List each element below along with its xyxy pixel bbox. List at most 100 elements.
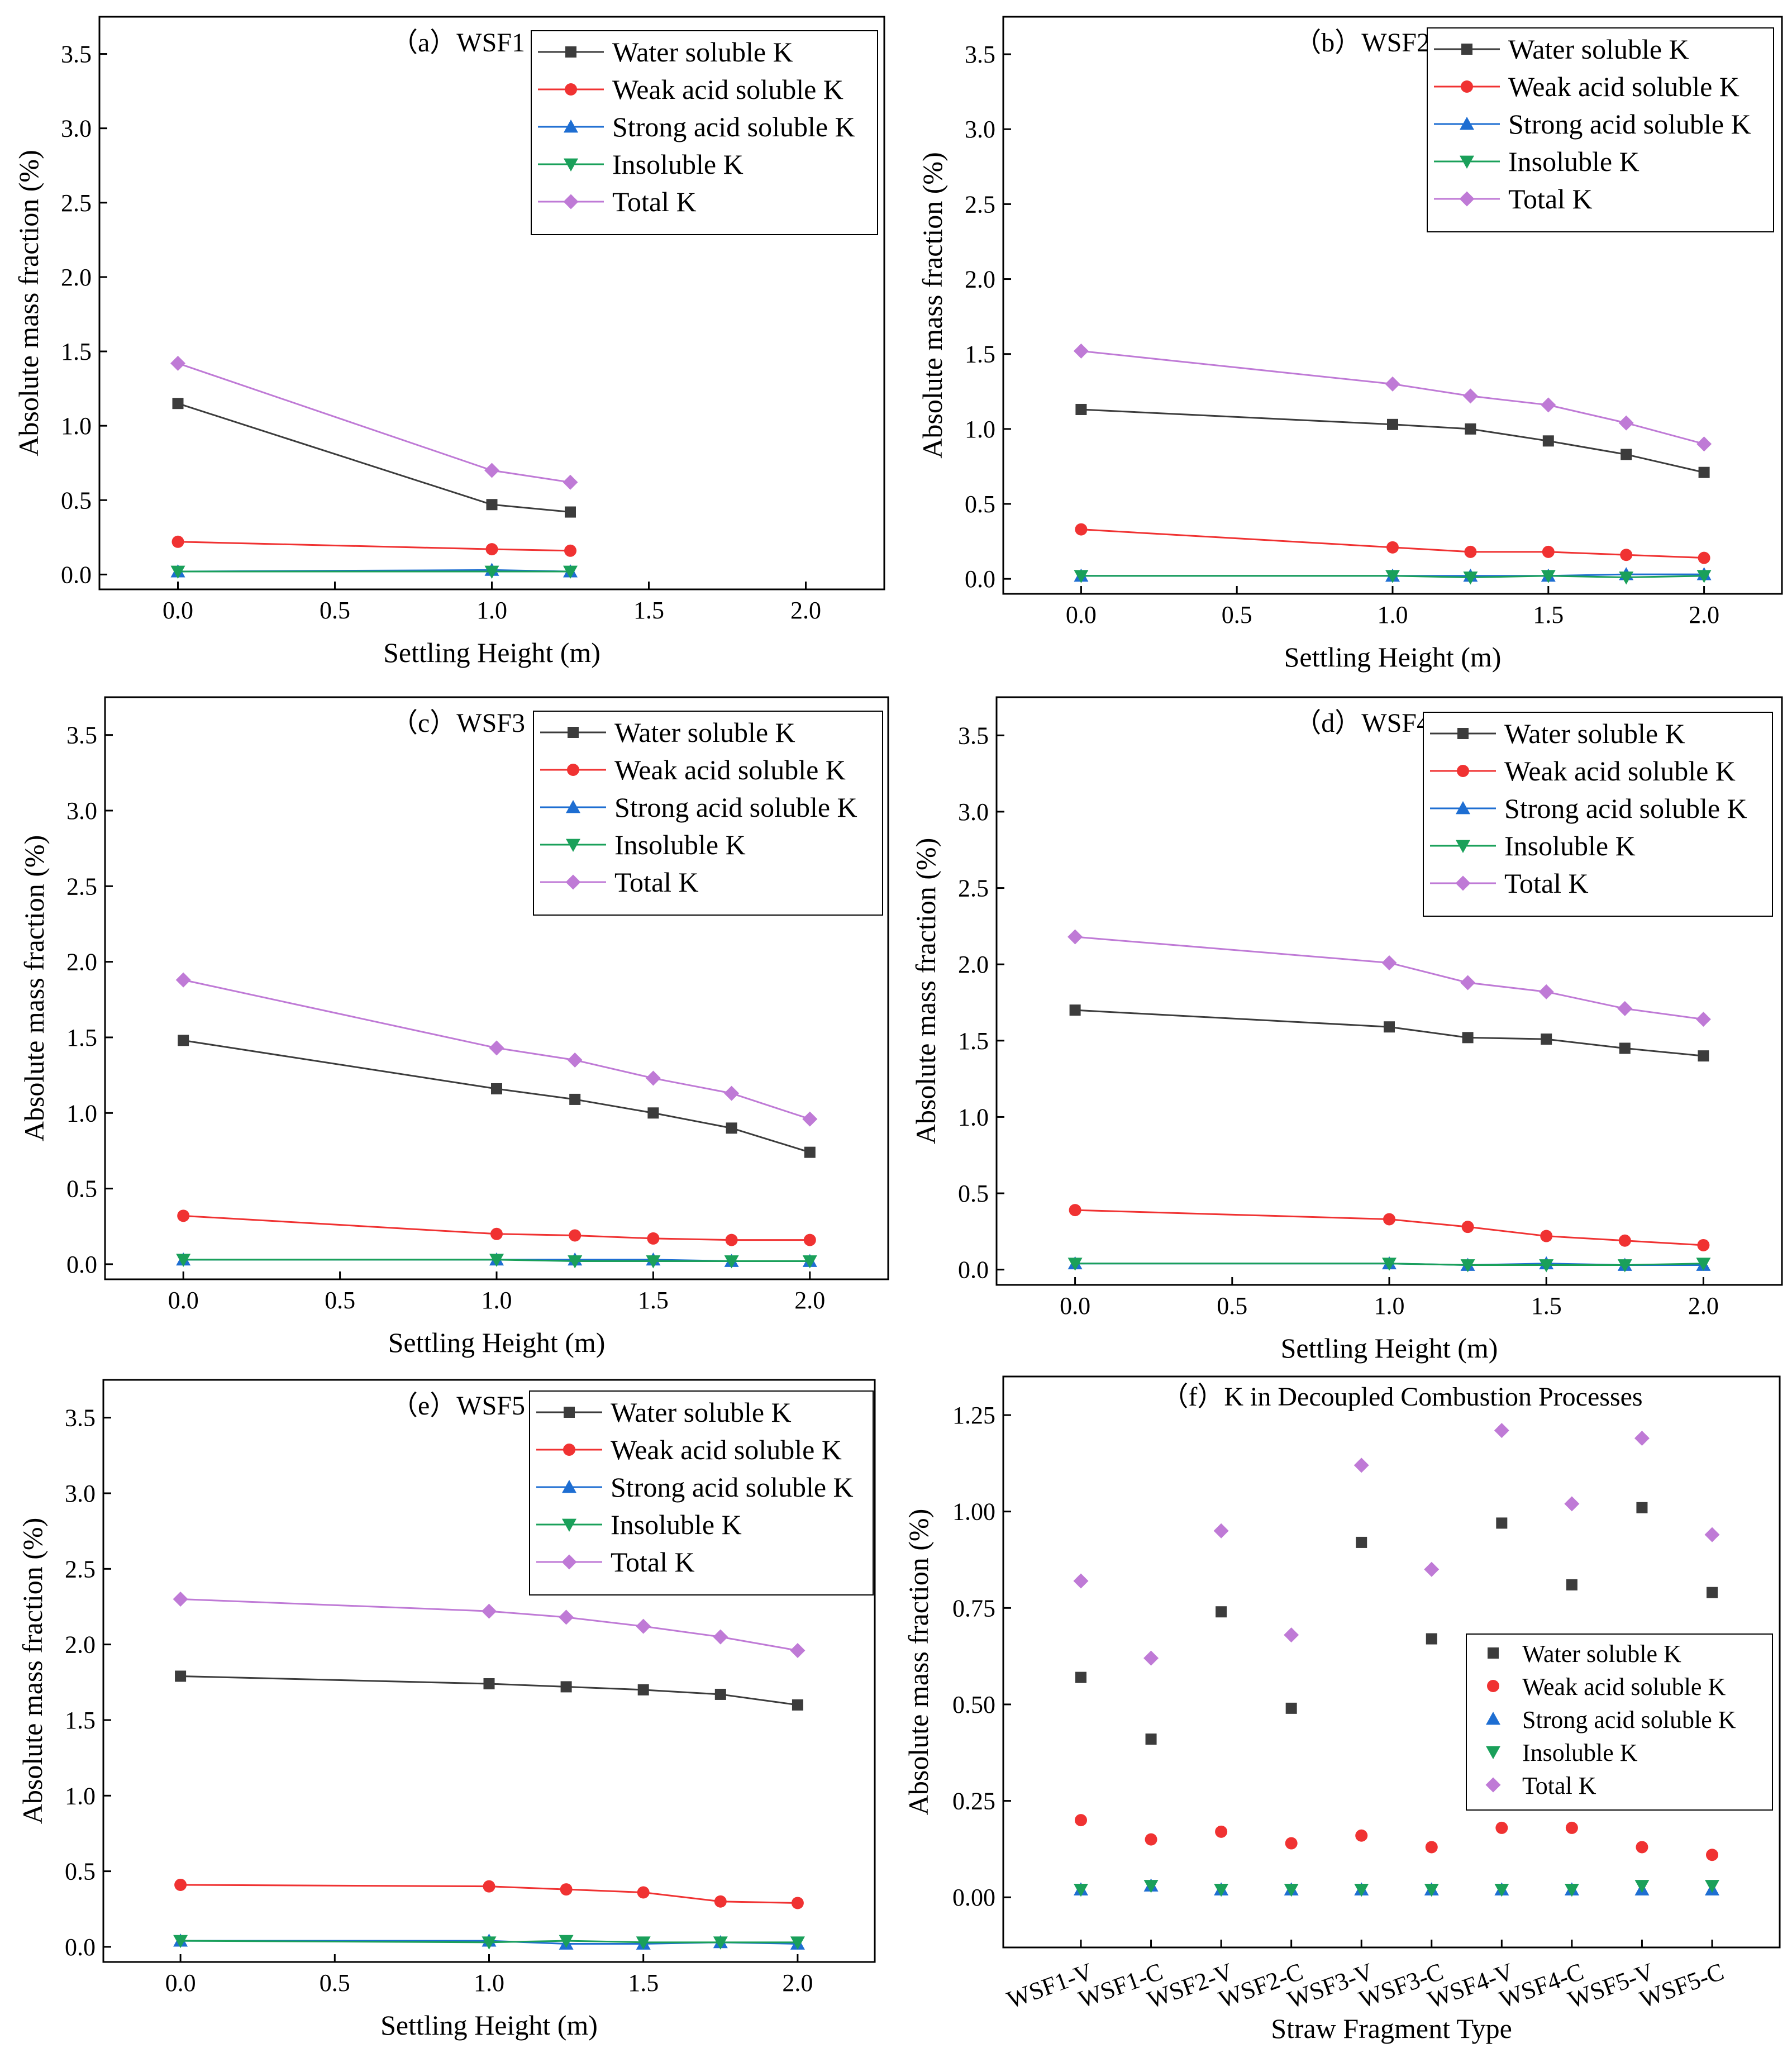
legend-label-total-k: Total K bbox=[612, 186, 697, 217]
y-tick-label: 1.0 bbox=[65, 1782, 96, 1809]
data-point-insoluble-k bbox=[646, 1255, 661, 1269]
legend-label-total-k: Total K bbox=[1508, 183, 1593, 215]
legend: Water soluble K Weak acid soluble K Strong… bbox=[1466, 1633, 1773, 1811]
data-point-total-k bbox=[1541, 397, 1556, 413]
data-point-total-k bbox=[1695, 1012, 1711, 1027]
x-tick-label: 1.5 bbox=[633, 597, 664, 624]
x-axis-title: Settling Height (m) bbox=[383, 637, 600, 668]
legend-label-total-k: Total K bbox=[1522, 1772, 1596, 1799]
panel-title: （e）WSF5 bbox=[391, 1391, 525, 1421]
panel-title: （f）K in Decoupled Combustion Processes bbox=[1161, 1382, 1642, 1412]
legend-label-strong-acid-soluble-k: Strong acid soluble K bbox=[612, 111, 855, 142]
data-point-total-k bbox=[1385, 376, 1400, 392]
data-point-total-k bbox=[175, 972, 191, 988]
data-point-water-soluble-k bbox=[1075, 403, 1087, 415]
x-tick-label: 0.0 bbox=[168, 1287, 199, 1314]
x-axis-title: Settling Height (m) bbox=[1284, 641, 1502, 673]
data-point-water-soluble-k bbox=[172, 398, 184, 409]
data-point-water-soluble-k bbox=[1069, 1004, 1081, 1016]
legend-box bbox=[1427, 27, 1774, 232]
data-point-insoluble-k bbox=[176, 1254, 191, 1267]
data-point-total-k bbox=[1073, 1573, 1089, 1589]
data-point-weak-acid-soluble-k bbox=[1542, 545, 1555, 558]
y-tick-label: 2.5 bbox=[65, 1555, 96, 1583]
data-point-water-soluble-k bbox=[1387, 418, 1398, 430]
data-point-weak-acid-soluble-k bbox=[1620, 549, 1633, 561]
data-point-weak-acid-soluble-k bbox=[1383, 1213, 1395, 1226]
y-tick-label: 2.5 bbox=[66, 873, 97, 900]
data-point-total-k bbox=[482, 1603, 497, 1619]
data-point-water-soluble-k bbox=[726, 1122, 737, 1134]
data-point-weak-acid-soluble-k bbox=[485, 543, 498, 556]
legend-label-weak-acid-soluble-k: Weak acid soluble K bbox=[611, 1434, 842, 1465]
data-point-weak-acid-soluble-k bbox=[1540, 1230, 1553, 1242]
data-point-total-k bbox=[1381, 955, 1397, 970]
legend-marker-insoluble-k bbox=[566, 839, 580, 852]
legend-marker-water-soluble-k bbox=[1488, 1647, 1499, 1659]
data-point-water-soluble-k bbox=[1216, 1606, 1227, 1618]
y-tick-label: 1.5 bbox=[65, 1707, 96, 1734]
data-point-water-soluble-k bbox=[560, 1681, 572, 1693]
panel-title: （b）WSF2 bbox=[1294, 28, 1430, 58]
legend-label-insoluble-k: Insoluble K bbox=[1508, 146, 1640, 177]
series-line-weak-acid-soluble-k bbox=[183, 1214, 810, 1241]
data-point-water-soluble-k bbox=[1384, 1021, 1395, 1033]
legend-marker-total-k bbox=[563, 194, 579, 209]
data-point-weak-acid-soluble-k bbox=[714, 1895, 727, 1908]
series-line-weak-acid-soluble-k bbox=[1075, 1209, 1704, 1246]
data-point-insoluble-k bbox=[1696, 570, 1712, 583]
y-tick-label: 0.5 bbox=[965, 490, 995, 518]
data-point-water-soluble-k bbox=[1465, 423, 1476, 435]
panel-title: （a）WSF1 bbox=[391, 28, 525, 58]
data-point-weak-acid-soluble-k bbox=[725, 1233, 738, 1246]
x-tick-label: 1.0 bbox=[482, 1287, 512, 1314]
data-point-total-k bbox=[1494, 1423, 1509, 1439]
y-tick-label: 0.0 bbox=[958, 1256, 989, 1284]
data-point-water-soluble-k bbox=[1698, 1050, 1709, 1062]
series-line-total-k bbox=[180, 1598, 798, 1651]
series-line-insoluble-k bbox=[1081, 575, 1704, 578]
x-tick-label: 0.5 bbox=[1222, 601, 1252, 628]
legend-label-weak-acid-soluble-k: Weak acid soluble K bbox=[612, 74, 843, 105]
legend-marker-weak-acid-soluble-k bbox=[1461, 80, 1473, 93]
x-tick-label: 1.5 bbox=[628, 1969, 659, 1997]
y-tick-label: 3.0 bbox=[61, 115, 92, 142]
data-point-weak-acid-soluble-k bbox=[564, 544, 576, 557]
data-point-insoluble-k bbox=[1385, 570, 1400, 583]
x-tick-label: 2.0 bbox=[794, 1287, 825, 1314]
legend-label-weak-acid-soluble-k: Weak acid soluble K bbox=[1508, 71, 1739, 102]
legend-label-insoluble-k: Insoluble K bbox=[1504, 830, 1636, 861]
y-tick-label: 0.0 bbox=[66, 1251, 97, 1278]
data-point-total-k bbox=[724, 1085, 740, 1101]
legend-label-water-soluble-k: Water soluble K bbox=[611, 1397, 792, 1428]
legend-marker-strong-acid-soluble-k bbox=[1456, 801, 1470, 815]
data-point-weak-acid-soluble-k bbox=[490, 1227, 503, 1240]
legend-marker-water-soluble-k bbox=[1461, 44, 1472, 55]
legend-marker-water-soluble-k bbox=[565, 46, 576, 58]
data-point-total-k bbox=[170, 355, 185, 371]
data-point-insoluble-k bbox=[724, 1255, 739, 1269]
y-tick-label: 0.75 bbox=[952, 1594, 995, 1622]
data-point-insoluble-k bbox=[1463, 571, 1478, 585]
y-tick-label: 0.5 bbox=[66, 1175, 97, 1203]
legend-marker-strong-acid-soluble-k bbox=[564, 120, 578, 133]
data-point-total-k bbox=[1704, 1527, 1720, 1542]
y-tick-label: 2.0 bbox=[61, 264, 92, 291]
data-point-insoluble-k bbox=[568, 1255, 583, 1269]
data-point-weak-acid-soluble-k bbox=[1464, 545, 1477, 558]
x-tick-label: 0.5 bbox=[325, 1287, 355, 1314]
data-point-total-k bbox=[790, 1642, 806, 1658]
data-point-insoluble-k bbox=[1541, 570, 1556, 583]
data-point-weak-acid-soluble-k bbox=[1618, 1234, 1631, 1247]
data-point-weak-acid-soluble-k bbox=[1355, 1829, 1368, 1842]
y-tick-label: 3.5 bbox=[958, 722, 989, 749]
x-axis-title: Settling Height (m) bbox=[1281, 1332, 1498, 1364]
data-point-insoluble-k bbox=[1617, 1259, 1632, 1273]
legend-box bbox=[1423, 712, 1773, 917]
data-point-total-k bbox=[1143, 1650, 1159, 1666]
y-tick-label: 0.25 bbox=[952, 1788, 995, 1815]
data-point-weak-acid-soluble-k bbox=[637, 1886, 650, 1899]
legend-marker-total-k bbox=[1455, 875, 1471, 891]
data-point-water-soluble-k bbox=[1496, 1517, 1508, 1529]
x-tick-label: 2.0 bbox=[782, 1969, 813, 1997]
